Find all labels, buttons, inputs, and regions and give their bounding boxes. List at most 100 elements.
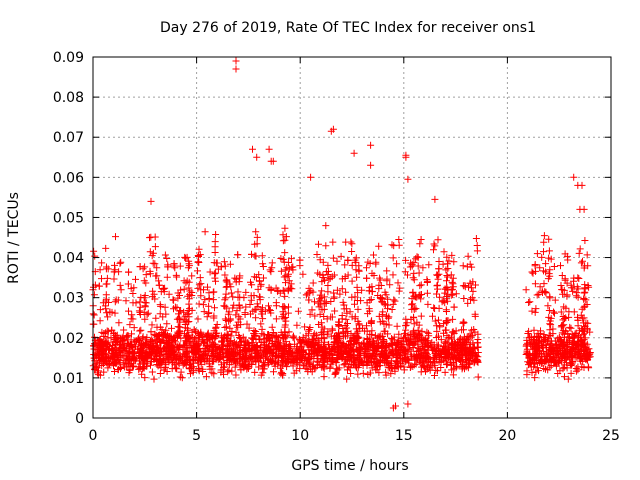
data-point [301, 323, 309, 331]
data-point [94, 371, 102, 379]
data-point [358, 286, 366, 294]
data-point [474, 373, 482, 381]
data-point [354, 363, 362, 371]
y-tick-label: 0.06 [53, 170, 84, 186]
data-point [442, 338, 450, 346]
data-point [111, 368, 118, 375]
data-point [332, 369, 340, 377]
data-point [141, 374, 149, 382]
data-point [259, 263, 267, 270]
data-point [125, 268, 133, 276]
data-point [348, 277, 356, 285]
data-point [195, 281, 203, 289]
data-point [393, 322, 401, 330]
data-point [320, 373, 328, 381]
data-point [346, 308, 354, 316]
data-point [313, 251, 321, 258]
y-tick-label: 0.02 [53, 331, 84, 347]
data-point [270, 368, 277, 376]
y-tick-label: 0 [75, 411, 84, 427]
data-point [468, 284, 475, 292]
data-point [232, 371, 240, 379]
data-point [452, 290, 460, 298]
data-point [293, 321, 301, 329]
data-point [290, 334, 298, 342]
data-point [464, 299, 472, 307]
data-point [386, 281, 394, 289]
x-tick-label: 25 [602, 428, 620, 444]
data-point [418, 327, 426, 335]
data-point [289, 333, 297, 341]
data-point [292, 367, 300, 375]
data-point [176, 373, 184, 381]
data-point [347, 330, 355, 338]
data-point [343, 375, 351, 383]
x-tick-label: 0 [89, 428, 98, 444]
data-point [163, 368, 171, 375]
y-tick-label: 0.04 [53, 251, 84, 267]
data-point [161, 251, 169, 259]
data-point [437, 364, 445, 371]
data-point [387, 370, 395, 378]
y-tick-label: 0.03 [53, 291, 84, 307]
data-point [419, 264, 427, 272]
data-series-ons1 [89, 57, 594, 412]
x-tick-label: 10 [291, 428, 309, 444]
data-point [391, 297, 399, 305]
y-tick-label: 0.09 [53, 50, 84, 66]
data-point [251, 368, 259, 376]
data-point [393, 260, 401, 268]
y-tick-label: 0.01 [53, 371, 84, 387]
data-point [379, 342, 387, 350]
data-point [111, 298, 119, 306]
x-tick-label: 15 [395, 428, 413, 444]
data-point [194, 365, 202, 373]
data-point [117, 286, 125, 294]
data-point [422, 367, 429, 375]
data-point [132, 275, 139, 283]
data-point [126, 321, 134, 329]
data-point [464, 252, 472, 260]
data-point [431, 372, 438, 379]
data-point [201, 296, 209, 304]
data-point [148, 321, 156, 329]
x-axis-label: GPS time / hours [291, 458, 408, 474]
data-point [171, 264, 179, 272]
data-point [180, 285, 188, 293]
x-tick-label: 5 [192, 428, 201, 444]
data-point [191, 335, 198, 343]
data-point [422, 355, 429, 363]
data-point [335, 364, 343, 372]
data-point [135, 363, 143, 371]
x-tick-label: 20 [498, 428, 516, 444]
data-point [138, 370, 146, 378]
data-point [194, 267, 201, 275]
data-point [441, 368, 449, 376]
data-point [429, 357, 437, 365]
data-point [213, 329, 221, 337]
data-point [231, 363, 239, 371]
chart-title: Day 276 of 2019, Rate Of TEC Index for r… [160, 20, 536, 36]
data-point [439, 260, 447, 268]
data-point [237, 338, 245, 346]
data-point [148, 368, 156, 376]
y-tick-label: 0.08 [53, 90, 84, 106]
data-point [265, 302, 272, 310]
data-point [177, 368, 185, 376]
data-point [286, 346, 294, 354]
data-point [206, 268, 214, 276]
data-point [137, 326, 145, 334]
data-point [161, 303, 169, 311]
data-point [268, 259, 276, 267]
data-point [202, 373, 210, 381]
data-point [409, 300, 417, 308]
data-point [136, 327, 144, 335]
data-point [197, 280, 205, 288]
data-point [337, 252, 345, 260]
data-point [230, 345, 238, 353]
data-point [125, 307, 132, 315]
data-point [228, 367, 236, 375]
data-point [359, 369, 367, 377]
